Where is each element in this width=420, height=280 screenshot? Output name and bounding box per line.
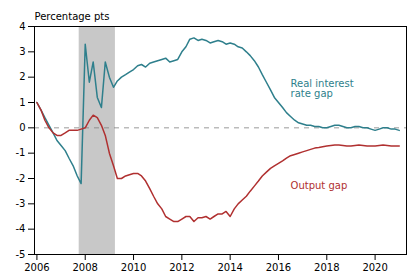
svg-text:-1: -1 — [16, 147, 26, 158]
svg-text:2010: 2010 — [121, 262, 146, 273]
svg-text:-2: -2 — [16, 173, 26, 184]
svg-text:2016: 2016 — [266, 262, 291, 273]
svg-text:4: 4 — [19, 21, 25, 32]
svg-text:2: 2 — [19, 71, 25, 82]
svg-text:2008: 2008 — [73, 262, 98, 273]
svg-text:0: 0 — [19, 122, 25, 133]
svg-text:Real interestrate gap: Real interestrate gap — [291, 78, 354, 99]
svg-text:Output gap: Output gap — [291, 180, 348, 191]
svg-text:2020: 2020 — [362, 262, 387, 273]
svg-text:1: 1 — [19, 97, 25, 108]
svg-text:Percentage pts: Percentage pts — [35, 11, 110, 22]
svg-text:-3: -3 — [16, 198, 26, 209]
svg-text:3: 3 — [19, 46, 25, 57]
svg-text:2014: 2014 — [217, 262, 242, 273]
svg-text:2006: 2006 — [24, 262, 49, 273]
svg-text:2018: 2018 — [314, 262, 339, 273]
svg-text:-5: -5 — [16, 249, 26, 260]
svg-text:-4: -4 — [16, 223, 26, 234]
svg-text:2012: 2012 — [169, 262, 194, 273]
